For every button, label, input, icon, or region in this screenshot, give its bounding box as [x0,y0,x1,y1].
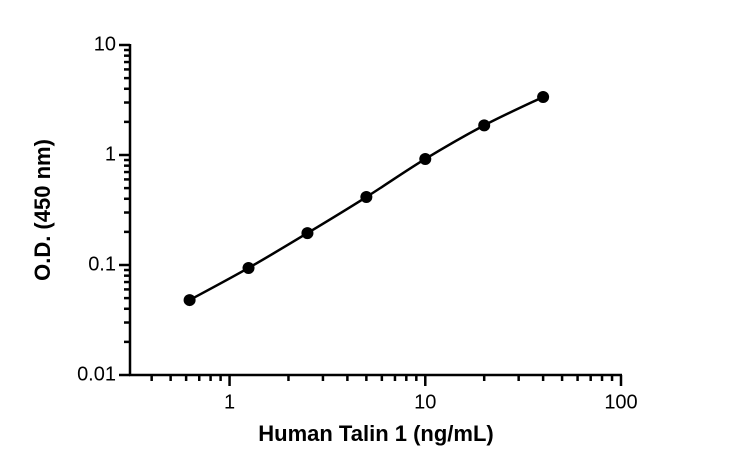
data-point [183,294,196,307]
y-tick-label: 0.01 [77,363,116,385]
data-point [242,261,255,274]
y-axis-title: O.D. (450 nm) [30,139,55,281]
y-tick-label: 10 [94,33,116,55]
x-axis-title: Human Talin 1 (ng/mL) [258,421,493,446]
data-point [419,152,432,165]
y-tick-label: 1 [105,143,116,165]
x-tick-label: 100 [604,391,637,413]
data-point [301,227,314,240]
data-point [478,119,491,132]
data-point [537,90,550,103]
x-tick-label: 1 [224,391,235,413]
data-point [360,191,373,204]
y-tick-label: 0.1 [88,253,116,275]
x-tick-label: 10 [414,391,436,413]
